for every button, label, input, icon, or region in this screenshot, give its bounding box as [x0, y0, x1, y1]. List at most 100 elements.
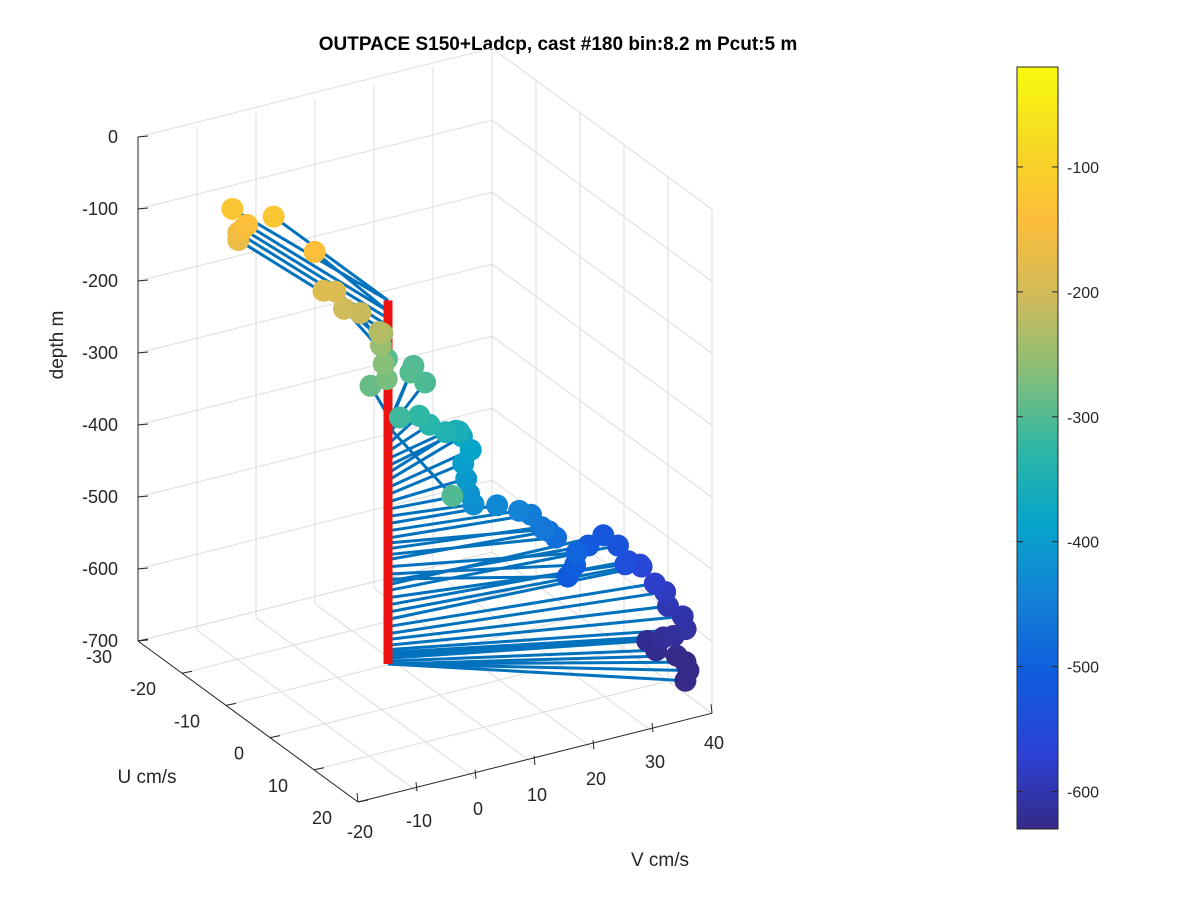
v-tick-label: 0 — [473, 799, 483, 819]
u-tick-label: -10 — [174, 711, 200, 731]
grid-line — [255, 617, 477, 780]
velocity-point — [508, 499, 531, 522]
v-tick-label: 40 — [704, 733, 724, 753]
v-tick-mark — [415, 782, 418, 792]
velocity-point — [643, 572, 666, 595]
u-tick-label: 10 — [268, 776, 288, 796]
velocity-vector — [387, 563, 641, 614]
velocity-vector — [387, 565, 642, 621]
u-tick-label: -30 — [86, 647, 112, 667]
velocity-vector — [313, 250, 389, 313]
depth-tick-labels: 0 -100 -200 -300 -400 -500 -600 -700 — [82, 127, 118, 651]
velocity-point — [565, 541, 588, 564]
y-axis-label: U cm/s — [117, 767, 176, 788]
grid-line — [137, 263, 493, 354]
u-tick-mark — [181, 670, 193, 674]
colorbar-tick-label: -600 — [1067, 785, 1099, 802]
grid-line — [137, 551, 493, 642]
grid-line — [196, 629, 418, 792]
velocity-vector — [387, 502, 474, 518]
depth-tick-label: -400 — [82, 415, 118, 435]
grid-line — [491, 47, 713, 210]
u-tick-mark — [269, 735, 281, 739]
colorbar-ticks: -100 -200 -300 -400 -500 -600 — [1017, 160, 1099, 802]
u-tick-labels: -30 -20 -10 0 10 20 — [86, 647, 332, 828]
depth-tick-label: -100 — [82, 199, 118, 219]
v-tick-mark — [592, 740, 595, 750]
colorbar-tick-label: -400 — [1067, 535, 1099, 552]
colorbar-tick-label: -500 — [1067, 660, 1099, 677]
u-tick-mark — [357, 799, 369, 803]
velocity-point — [486, 494, 509, 517]
velocity-point — [674, 669, 697, 692]
velocity-vector — [387, 563, 576, 576]
grid-line — [491, 119, 713, 282]
velocity-vector — [387, 551, 577, 569]
v-tick-label: 10 — [527, 785, 547, 805]
z-tick-mark — [137, 351, 149, 354]
velocity-point — [333, 297, 356, 320]
velocity-point — [368, 320, 391, 343]
chart-title: OUTPACE S150+Ladcp, cast #180 bin:8.2 m … — [319, 34, 798, 55]
colorbar-tick-label: -300 — [1067, 410, 1099, 427]
velocity-vector — [386, 425, 454, 497]
velocity-point — [388, 406, 411, 429]
grid-line — [491, 263, 713, 426]
u-tick-mark — [137, 638, 149, 642]
z-tick-mark — [137, 279, 149, 282]
velocity-vector — [272, 215, 389, 302]
v-tick-mark — [651, 722, 654, 733]
axes-box — [137, 135, 713, 803]
x-axis-label: V cm/s — [631, 850, 689, 871]
velocity-vector — [387, 614, 683, 647]
v-tick-label: -10 — [406, 811, 432, 831]
velocity-vector — [387, 543, 589, 583]
velocity-point — [399, 361, 422, 384]
velocity-vector — [387, 536, 557, 557]
velocity-vector — [387, 662, 689, 673]
grid-line — [137, 119, 493, 210]
velocity-vector — [387, 604, 669, 642]
depth-tick-label: -200 — [82, 271, 118, 291]
velocity-vector — [387, 627, 686, 652]
v-tick-label: -20 — [347, 822, 373, 842]
velocity-vector — [387, 562, 626, 600]
depth-tick-label: -700 — [82, 631, 118, 651]
velocity-vector — [246, 223, 389, 313]
v-tick-labels: -20 -10 0 10 20 30 40 — [347, 733, 724, 842]
z-tick-mark — [137, 423, 149, 426]
u-axis-line — [137, 640, 359, 803]
velocity-point — [303, 240, 326, 263]
velocity-vector — [387, 513, 532, 540]
velocity-vector — [387, 435, 463, 482]
depth-tick-label: -300 — [82, 343, 118, 363]
grid-line — [491, 407, 713, 570]
u-tick-label: -20 — [130, 679, 156, 699]
velocity-vector — [387, 462, 464, 497]
z-axis-label: depth m — [47, 311, 68, 380]
colorbar-tick-label: -200 — [1067, 285, 1099, 302]
grid-line — [137, 479, 493, 570]
depth-tick-label: -500 — [82, 487, 118, 507]
z-tick-mark — [137, 567, 149, 570]
u-tick-label: 0 — [234, 744, 244, 764]
velocity-point — [236, 213, 259, 236]
grid-line — [181, 583, 537, 674]
grid-line — [137, 47, 493, 138]
depth-tick-label: -600 — [82, 559, 118, 579]
velocity-point — [441, 484, 464, 507]
u-tick-mark — [313, 767, 325, 771]
z-tick-mark — [137, 207, 149, 210]
v-tick-mark — [356, 792, 359, 803]
v-tick-mark — [474, 769, 477, 779]
velocity-point — [312, 279, 335, 302]
colorbar-tick-label: -100 — [1067, 160, 1099, 177]
u-tick-label: 20 — [312, 808, 332, 828]
velocity-vector — [387, 590, 666, 636]
depth-tick-label: 0 — [108, 127, 118, 147]
velocity-vector — [387, 575, 568, 581]
z-tick-mark — [137, 495, 149, 498]
velocity-vector — [387, 527, 545, 545]
grid-line — [491, 335, 713, 498]
